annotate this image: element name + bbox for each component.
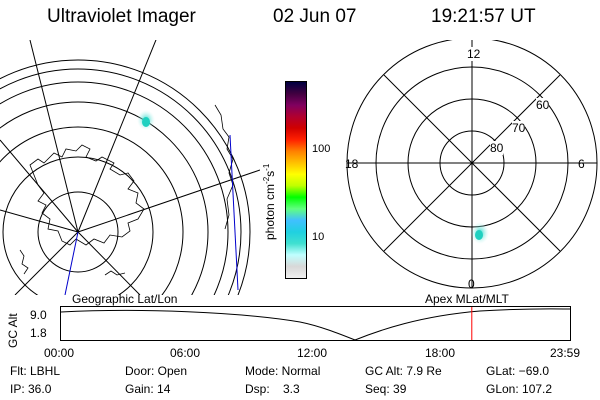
timeline-ylabel: GC Alt [6,313,20,348]
lat-circle [0,68,242,295]
mlt-label-0: 0 [468,277,475,291]
timeline-xtick-0600: 06:00 [170,346,201,360]
mode-value: Mode: Normal [245,364,321,378]
altitude-curve [60,308,571,341]
glat-value: GLat: −69.0 [486,364,550,378]
meridian [77,40,157,233]
glon-value: GLon: 107.2 [486,382,553,396]
lat-circle [37,191,119,273]
gc-alt-value: GC Alt: 7.9 Re [365,364,442,378]
aurora-patch [475,230,483,240]
seq-value: Seq: 39 [365,382,407,396]
timeline-ytick-max: 9.0 [30,308,47,322]
geographic-map [0,40,260,295]
coastline [19,249,29,275]
lat-circle [0,126,184,295]
altitude-timeline [60,306,571,341]
coastline [104,270,126,276]
mlt-label-12: 12 [467,47,481,61]
meridian [14,231,79,295]
mlt-label-6: 6 [578,157,585,171]
mlat-label-80: 80 [490,141,504,155]
meridian [29,40,79,233]
colorbar-tick-100: 100 [312,143,331,155]
flt-value: Flt: LBHL [10,364,61,378]
lat-circle [0,59,251,295]
timeline-xtick-1200: 12:00 [297,346,328,360]
colorbar-label: photon cm-2s-1 [262,163,277,240]
timeline-ytick-min: 1.8 [30,326,47,340]
lat-circle [2,156,154,295]
mlat-label-70: 70 [512,121,526,135]
date-label: 02 Jun 07 [273,6,357,27]
colorbar-tick-10: 10 [312,231,325,243]
time-label: 19:21:57 UT [431,6,536,27]
aurora-patch [142,117,150,127]
timeline-frame [60,306,571,341]
ip-value: IP: 36.0 [10,382,52,396]
timeline-xtick-2359: 23:59 [550,346,581,360]
lat-circle [0,81,229,295]
mlat-label-60: 60 [536,98,550,112]
lat-circle [0,101,209,295]
polar-mlt-plot [346,40,598,289]
timeline-xtick-1800: 18:00 [425,346,456,360]
mlt-label-18: 18 [345,157,359,171]
meridian [77,231,141,295]
timeline-xtick-0000: 00:00 [44,346,75,360]
coastline [214,104,234,230]
gain-value: Gain: 14 [125,382,171,396]
dsp-value: Dsp: 3.3 [245,382,300,396]
apex-panel-label: Apex MLat/MLT [425,292,509,306]
meridian [0,209,79,233]
geographic-panel-label: Geographic Lat/Lon [72,292,178,306]
sun-line [64,231,79,295]
mlt-line [383,74,561,252]
door-value: Door: Open [125,364,188,378]
instrument-title: Ultraviolet Imager [47,6,196,27]
meridian [77,169,260,233]
terminator-line [229,134,239,291]
colorbar [285,81,307,279]
continent-outline [29,144,145,246]
